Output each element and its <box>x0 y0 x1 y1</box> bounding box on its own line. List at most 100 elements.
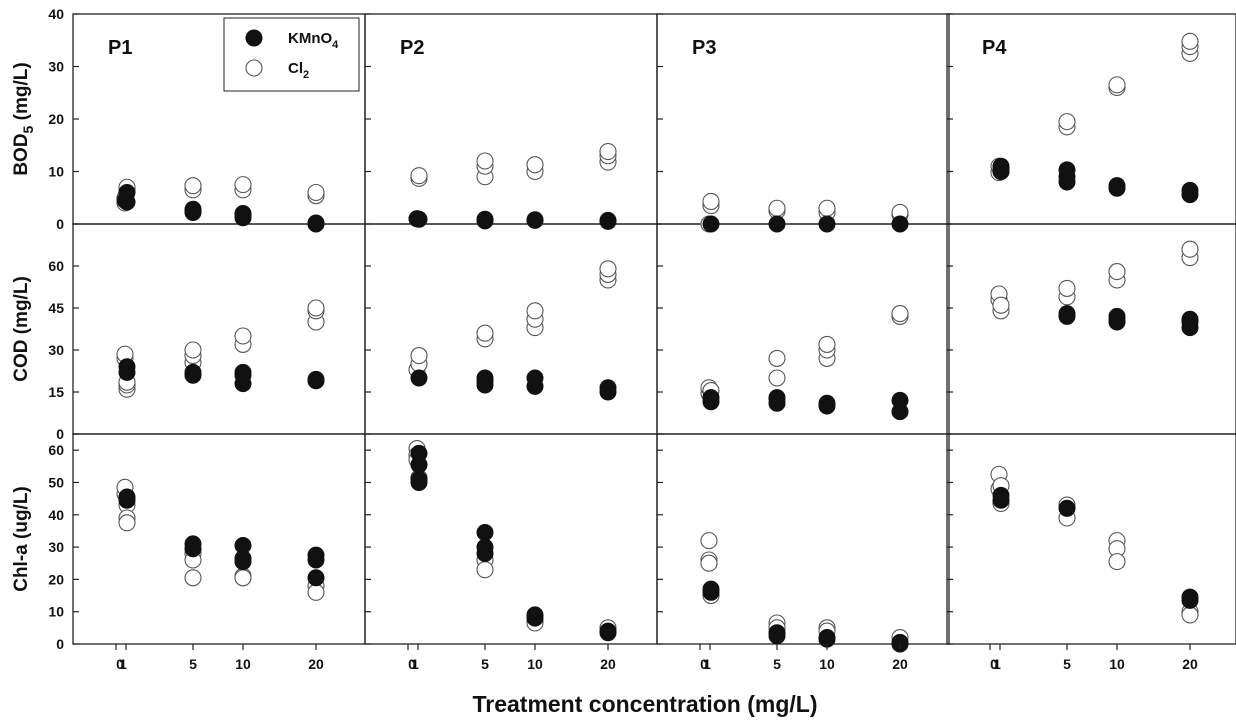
point-kmno4-bod-p1 <box>307 214 325 232</box>
y-tick-label-bod: 40 <box>48 6 64 22</box>
panel-frame-chla-p4 <box>946 433 1236 645</box>
y-tick-label-chla: 20 <box>48 571 64 587</box>
legend-box <box>223 17 360 92</box>
x-tick-label-p2: 10 <box>527 656 543 672</box>
point-cl2-bod-p1 <box>307 183 325 202</box>
point-kmno4-chla-p3 <box>768 624 786 642</box>
y-axis-title-cod: COD (mg/L) <box>11 276 32 382</box>
point-cl2-cod-p4 <box>1058 279 1076 297</box>
point-kmno4-chla-p2 <box>410 456 428 474</box>
y-axis-title-bod: BOD5 (mg/L) <box>11 62 36 175</box>
x-tick-label-p2: 1 <box>411 656 419 672</box>
point-kmno4-cod-p4 <box>1058 305 1076 323</box>
legend-label-kmno4: KMnO4 <box>288 30 339 51</box>
point-kmno4-chla-p2 <box>410 473 428 491</box>
x-tick-label-p2: 20 <box>600 656 616 672</box>
x-tick-label-p3: 5 <box>773 656 781 672</box>
point-kmno4-chla-p1 <box>234 549 252 567</box>
x-tick-label-p1: 20 <box>308 656 324 672</box>
point-cl2-bod-p2 <box>526 156 544 174</box>
legend-marker-kmno4 <box>245 29 263 47</box>
point-kmno4-chla-p1 <box>184 540 202 558</box>
point-cl2-cod-p2 <box>410 347 428 365</box>
point-cl2-cod-p4 <box>992 296 1010 314</box>
data-points <box>116 32 1199 653</box>
legend-marker-cl2 <box>245 59 263 77</box>
panel-frame-cod-p1 <box>72 223 366 435</box>
x-tick-label-p4: 5 <box>1063 656 1071 672</box>
x-tick-label-p4: 10 <box>1109 656 1125 672</box>
point-cl2-bod-p2 <box>410 167 428 185</box>
point-kmno4-cod-p3 <box>891 391 909 409</box>
point-cl2-chla-p1 <box>184 569 202 587</box>
point-kmno4-chla-p1 <box>118 491 136 509</box>
point-kmno4-bod-p2 <box>410 210 428 228</box>
point-kmno4-chla-p4 <box>992 491 1010 509</box>
panel-frame-chla-p1 <box>72 433 366 645</box>
panel-frame-chla-p2 <box>364 433 658 645</box>
legend: KMnO4 Cl2 <box>223 17 360 92</box>
x-tick-label-p2: 0 <box>408 656 416 672</box>
point-cl2-cod-p3 <box>891 305 909 323</box>
point-cl2-chla-p2 <box>476 561 494 579</box>
point-cl2-cod-p4 <box>1181 240 1199 258</box>
point-kmno4-cod-p1 <box>307 370 325 388</box>
point-cl2-chla-p1 <box>118 514 136 532</box>
point-kmno4-chla-p1 <box>307 551 325 569</box>
point-kmno4-cod-p1 <box>118 358 136 376</box>
y-tick-label-chla: 60 <box>48 442 64 458</box>
y-tick-label-cod: 30 <box>48 342 64 358</box>
y-tick-label-bod: 20 <box>48 111 64 127</box>
point-kmno4-chla-p3 <box>818 629 836 647</box>
point-cl2-bod-p3 <box>702 192 720 210</box>
y-tick-label-bod: 30 <box>48 59 64 75</box>
point-cl2-bod-p4 <box>1108 76 1126 94</box>
point-kmno4-cod-p3 <box>768 389 786 407</box>
point-kmno4-cod-p3 <box>818 394 836 412</box>
point-kmno4-bod-p3 <box>702 215 720 233</box>
point-kmno4-bod-p4 <box>1058 161 1076 179</box>
point-kmno4-bod-p4 <box>1181 181 1199 199</box>
point-kmno4-cod-p2 <box>526 369 544 387</box>
point-kmno4-bod-p2 <box>599 212 617 230</box>
panel-label-p2: P2 <box>400 37 424 59</box>
point-cl2-cod-p3 <box>768 369 786 387</box>
y-tick-label-cod: 45 <box>48 300 64 316</box>
point-kmno4-cod-p3 <box>702 389 720 407</box>
y-tick-label-chla: 50 <box>48 474 64 490</box>
point-cl2-cod-p2 <box>599 260 617 278</box>
point-cl2-bod-p4 <box>1058 113 1076 131</box>
point-cl2-chla-p4 <box>1181 606 1199 624</box>
point-kmno4-bod-p1 <box>118 184 136 201</box>
point-kmno4-chla-p3 <box>891 633 909 651</box>
x-tick-label-p3: 20 <box>892 656 908 672</box>
point-kmno4-cod-p2 <box>410 369 428 387</box>
point-kmno4-chla-p4 <box>1181 591 1199 609</box>
point-cl2-cod-p3 <box>818 335 836 353</box>
point-kmno4-chla-p2 <box>476 524 494 542</box>
x-tick-label-p2: 5 <box>481 656 489 672</box>
point-cl2-chla-p3 <box>700 554 718 572</box>
x-tick-label-p1: 5 <box>189 656 197 672</box>
point-kmno4-bod-p4 <box>1108 177 1126 195</box>
point-cl2-cod-p4 <box>1108 263 1126 281</box>
panel-frame-chla-p3 <box>656 433 950 645</box>
x-axis-title: Treatment concentration (mg/L) <box>472 691 817 717</box>
point-kmno4-cod-p4 <box>1108 307 1126 325</box>
point-kmno4-cod-p4 <box>1181 310 1199 328</box>
x-tick-label-p4: 0 <box>990 656 998 672</box>
point-kmno4-cod-p1 <box>184 363 202 381</box>
point-cl2-bod-p2 <box>599 143 617 161</box>
point-cl2-bod-p1 <box>184 177 202 195</box>
point-kmno4-bod-p3 <box>891 215 909 233</box>
point-kmno4-bod-p2 <box>526 211 544 229</box>
x-tick-label-p3: 10 <box>819 656 835 672</box>
point-kmno4-bod-p1 <box>184 202 202 220</box>
point-cl2-bod-p1 <box>234 176 252 194</box>
point-cl2-chla-p1 <box>307 583 325 601</box>
y-tick-label-chla: 30 <box>48 539 64 555</box>
point-cl2-cod-p2 <box>526 302 544 320</box>
legend-label-cl2: Cl2 <box>288 60 309 81</box>
point-cl2-bod-p2 <box>476 152 494 170</box>
